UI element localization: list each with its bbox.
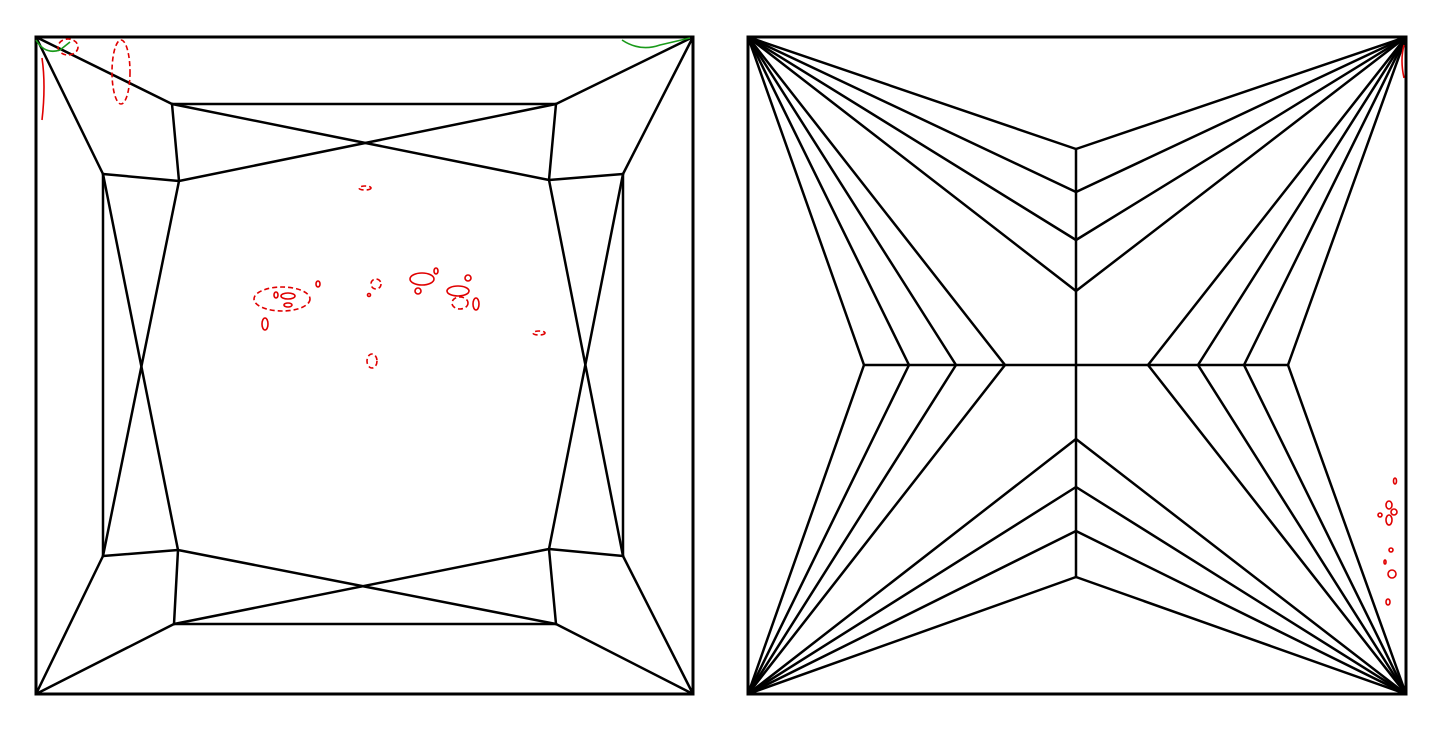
facet-edge bbox=[746, 35, 866, 367]
annotation-stroke bbox=[35, 39, 71, 53]
facet-edge bbox=[746, 485, 1078, 696]
annotation-ellipse bbox=[358, 185, 372, 191]
annotation-ellipse bbox=[283, 302, 293, 308]
facet-edge bbox=[547, 102, 558, 182]
facet-edge bbox=[746, 529, 1078, 696]
annotation-stroke bbox=[621, 37, 691, 49]
facet-edge bbox=[746, 363, 958, 696]
annotation-ellipse bbox=[366, 292, 372, 298]
annotation-ellipse bbox=[433, 267, 439, 275]
facet-edge bbox=[554, 622, 695, 696]
facet-edge bbox=[547, 547, 558, 626]
annotation-ellipse bbox=[446, 285, 470, 297]
annotation-marks bbox=[35, 37, 1405, 606]
facet-edge bbox=[746, 363, 1007, 696]
facet-edge bbox=[101, 172, 181, 183]
facet-edge bbox=[101, 172, 180, 552]
facet-edge bbox=[746, 35, 1078, 194]
annotation-ellipse bbox=[1390, 508, 1398, 516]
annotation-ellipse bbox=[1387, 569, 1397, 579]
annotation-ellipse bbox=[280, 292, 296, 300]
annotation-stroke bbox=[1401, 44, 1405, 79]
annotation-ellipse bbox=[111, 39, 131, 105]
facet-edge bbox=[746, 363, 866, 696]
facet-edge bbox=[746, 363, 911, 696]
facet-edge bbox=[1074, 35, 1408, 151]
annotation-ellipse bbox=[1385, 500, 1393, 510]
facet-edge bbox=[547, 172, 625, 182]
facet-edge bbox=[1074, 35, 1408, 242]
facet-edge bbox=[547, 172, 625, 551]
facet-edge bbox=[34, 35, 105, 176]
facet-edge bbox=[1286, 363, 1408, 696]
facet-edge bbox=[746, 35, 1007, 367]
annotation-ellipse bbox=[1392, 477, 1398, 485]
annotation-ellipse bbox=[366, 353, 378, 369]
annotation-ellipse bbox=[532, 330, 546, 336]
facet-edge bbox=[746, 575, 1078, 696]
facet-edge bbox=[1196, 35, 1408, 367]
facet-edge bbox=[746, 35, 1078, 242]
facet-edge bbox=[34, 622, 176, 696]
left-facet-diagram bbox=[34, 35, 695, 696]
facet-edge bbox=[621, 35, 695, 176]
annotation-ellipse bbox=[370, 278, 382, 290]
facet-edge bbox=[1074, 437, 1408, 696]
facet-edge bbox=[170, 102, 181, 183]
annotation-ellipse bbox=[1385, 598, 1391, 606]
facet-edge bbox=[1074, 485, 1408, 696]
facet-edge bbox=[170, 102, 551, 182]
facet-edge bbox=[621, 554, 695, 696]
facet-edge bbox=[177, 102, 558, 183]
facet-edge bbox=[172, 548, 180, 626]
annotation-ellipse bbox=[409, 272, 435, 286]
facet-edge bbox=[1074, 35, 1408, 293]
facet-edge bbox=[1074, 575, 1408, 696]
facet-edge bbox=[101, 179, 181, 558]
facet-edge bbox=[1146, 363, 1408, 696]
facet-edge bbox=[547, 178, 625, 558]
annotation-ellipse bbox=[1383, 559, 1387, 565]
facet-edge bbox=[176, 548, 558, 626]
annotation-ellipse bbox=[253, 286, 311, 312]
facet-edge bbox=[1286, 35, 1408, 367]
annotation-ellipse bbox=[1388, 547, 1394, 553]
facet-edge bbox=[1074, 529, 1408, 696]
facet-edge bbox=[1242, 35, 1408, 367]
annotation-ellipse bbox=[472, 297, 480, 311]
annotation-ellipse bbox=[273, 291, 279, 299]
annotation-ellipse bbox=[315, 280, 321, 288]
facet-edge bbox=[172, 547, 551, 626]
facet-edge bbox=[746, 437, 1078, 696]
facet-edge bbox=[746, 35, 911, 367]
annotation-ellipse bbox=[57, 38, 79, 56]
right-facet-diagram bbox=[746, 35, 1408, 696]
facet-edge bbox=[1146, 35, 1408, 367]
outline bbox=[746, 35, 1408, 696]
annotation-ellipse bbox=[261, 317, 269, 331]
facet-edge bbox=[746, 35, 1078, 151]
annotation-stroke bbox=[41, 57, 45, 121]
facet-edge bbox=[1074, 35, 1408, 194]
facet-edge bbox=[547, 547, 625, 558]
facet-edge bbox=[746, 35, 958, 367]
annotation-ellipse bbox=[1377, 512, 1383, 518]
annotation-ellipse bbox=[464, 274, 472, 282]
facet-edge bbox=[1242, 363, 1408, 696]
facet-edge bbox=[554, 35, 695, 106]
annotation-ellipse bbox=[451, 296, 469, 310]
annotation-ellipse bbox=[1385, 514, 1393, 526]
facet-edge bbox=[34, 35, 174, 106]
annotation-ellipse bbox=[414, 287, 422, 295]
facet-edge bbox=[746, 35, 1078, 293]
facet-edge bbox=[101, 548, 180, 558]
outline bbox=[34, 35, 695, 696]
facet-edge bbox=[1196, 363, 1408, 696]
facet-edge bbox=[34, 554, 105, 696]
